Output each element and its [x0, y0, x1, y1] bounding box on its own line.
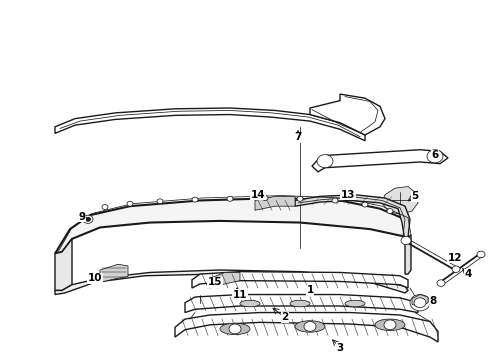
Polygon shape [312, 150, 448, 172]
Circle shape [477, 251, 485, 258]
Circle shape [387, 209, 393, 213]
Text: 12: 12 [448, 253, 462, 263]
Polygon shape [55, 270, 408, 294]
Text: 15: 15 [208, 277, 222, 287]
Circle shape [332, 198, 338, 203]
Ellipse shape [240, 300, 260, 307]
Ellipse shape [220, 323, 250, 335]
Text: 10: 10 [88, 273, 102, 283]
Circle shape [102, 204, 108, 210]
Ellipse shape [290, 300, 310, 307]
Circle shape [414, 298, 426, 308]
Text: 4: 4 [465, 269, 472, 279]
Polygon shape [55, 239, 72, 291]
Polygon shape [210, 273, 240, 288]
Text: 11: 11 [233, 289, 247, 300]
Text: 14: 14 [251, 190, 265, 200]
Polygon shape [175, 312, 438, 342]
Polygon shape [382, 186, 418, 214]
Ellipse shape [375, 319, 405, 330]
Polygon shape [405, 235, 411, 274]
Polygon shape [295, 195, 410, 241]
Circle shape [362, 202, 368, 207]
Text: 8: 8 [429, 296, 437, 306]
Circle shape [317, 155, 333, 168]
Circle shape [229, 324, 241, 334]
Polygon shape [55, 108, 365, 141]
Circle shape [297, 196, 303, 201]
Text: 9: 9 [78, 212, 86, 222]
Circle shape [83, 215, 93, 223]
Text: 1: 1 [306, 285, 314, 296]
Polygon shape [255, 196, 295, 210]
Ellipse shape [295, 321, 325, 332]
Polygon shape [55, 198, 408, 254]
Text: 6: 6 [431, 150, 439, 161]
Polygon shape [185, 294, 418, 312]
Text: 13: 13 [341, 190, 355, 200]
Polygon shape [100, 264, 128, 282]
Ellipse shape [345, 300, 365, 307]
Circle shape [437, 280, 445, 286]
Circle shape [401, 237, 411, 245]
Circle shape [192, 197, 198, 202]
Circle shape [410, 294, 430, 311]
Circle shape [304, 321, 316, 331]
Circle shape [227, 196, 233, 201]
Circle shape [262, 195, 268, 201]
Circle shape [452, 266, 460, 273]
Text: 5: 5 [412, 192, 418, 201]
Circle shape [127, 201, 133, 206]
Circle shape [85, 217, 91, 221]
Circle shape [384, 320, 396, 330]
Text: 2: 2 [281, 312, 289, 323]
Polygon shape [192, 272, 408, 288]
Polygon shape [310, 94, 385, 135]
Circle shape [157, 199, 163, 204]
Polygon shape [412, 294, 428, 307]
Circle shape [427, 150, 443, 163]
Text: 3: 3 [336, 343, 343, 353]
Text: 7: 7 [294, 132, 302, 143]
